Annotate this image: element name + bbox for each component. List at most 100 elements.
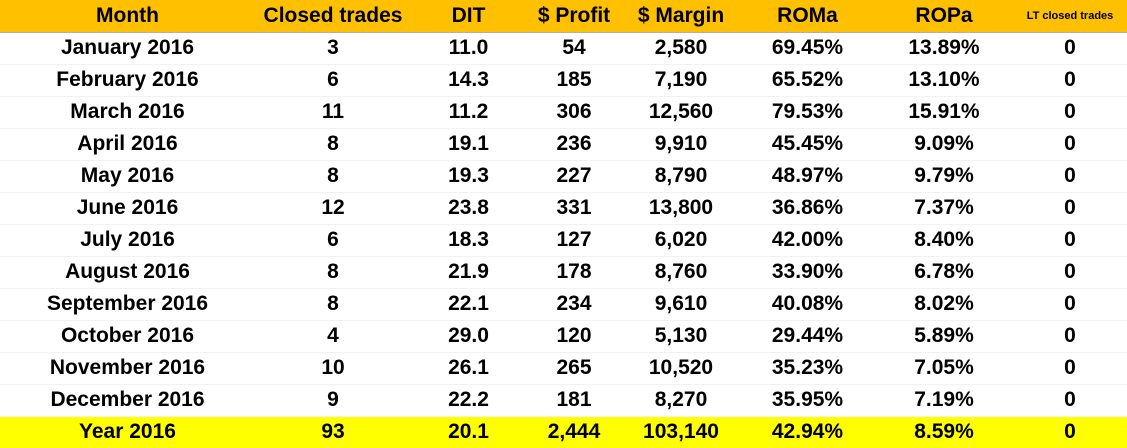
cell-closed-trades[interactable]: 6 [255, 224, 411, 257]
cell-month[interactable]: July 2016 [0, 224, 255, 257]
cell-profit[interactable]: 54 [526, 32, 622, 65]
cell-profit[interactable]: 120 [526, 320, 622, 353]
header-lt-closed-trades[interactable]: LT closed trades [1013, 0, 1127, 33]
cell-lt-closed-trades[interactable]: 0 [1013, 128, 1127, 161]
cell-ropa[interactable]: 8.40% [875, 224, 1013, 257]
cell-lt-closed-trades[interactable]: 0 [1013, 320, 1127, 353]
header-profit[interactable]: $ Profit [526, 0, 622, 33]
cell-dit[interactable]: 19.1 [411, 128, 526, 161]
cell-margin[interactable]: 8,790 [622, 160, 740, 193]
cell-margin[interactable]: 5,130 [622, 320, 740, 353]
cell-month[interactable]: March 2016 [0, 96, 255, 129]
cell-roma[interactable]: 40.08% [740, 288, 875, 321]
cell-month[interactable]: June 2016 [0, 192, 255, 225]
cell-dit[interactable]: 19.3 [411, 160, 526, 193]
cell-roma[interactable]: 36.86% [740, 192, 875, 225]
cell-dit[interactable]: 21.9 [411, 256, 526, 289]
cell-dit[interactable]: 29.0 [411, 320, 526, 353]
cell-closed-trades[interactable]: 10 [255, 352, 411, 385]
cell-closed-trades[interactable]: 4 [255, 320, 411, 353]
cell-margin[interactable]: 6,020 [622, 224, 740, 257]
cell-margin[interactable]: 8,270 [622, 384, 740, 417]
cell-profit[interactable]: 127 [526, 224, 622, 257]
cell-lt-closed-trades[interactable]: 0 [1013, 160, 1127, 193]
header-dit[interactable]: DIT [411, 0, 526, 33]
cell-profit[interactable]: 234 [526, 288, 622, 321]
cell-dit[interactable]: 18.3 [411, 224, 526, 257]
total-cell-ropa[interactable]: 8.59% [875, 415, 1013, 448]
cell-dit[interactable]: 22.2 [411, 384, 526, 417]
cell-dit[interactable]: 14.3 [411, 64, 526, 97]
cell-dit[interactable]: 26.1 [411, 352, 526, 385]
cell-ropa[interactable]: 7.19% [875, 384, 1013, 417]
cell-month[interactable]: April 2016 [0, 128, 255, 161]
cell-dit[interactable]: 11.0 [411, 32, 526, 65]
cell-closed-trades[interactable]: 6 [255, 64, 411, 97]
cell-month[interactable]: January 2016 [0, 32, 255, 65]
cell-lt-closed-trades[interactable]: 0 [1013, 64, 1127, 97]
cell-lt-closed-trades[interactable]: 0 [1013, 224, 1127, 257]
cell-closed-trades[interactable]: 8 [255, 256, 411, 289]
cell-ropa[interactable]: 6.78% [875, 256, 1013, 289]
cell-profit[interactable]: 236 [526, 128, 622, 161]
header-closed-trades[interactable]: Closed trades [255, 0, 411, 33]
cell-ropa[interactable]: 9.79% [875, 160, 1013, 193]
cell-closed-trades[interactable]: 11 [255, 96, 411, 129]
total-cell-roma[interactable]: 42.94% [740, 415, 875, 448]
cell-profit[interactable]: 178 [526, 256, 622, 289]
cell-lt-closed-trades[interactable]: 0 [1013, 192, 1127, 225]
cell-lt-closed-trades[interactable]: 0 [1013, 256, 1127, 289]
cell-margin[interactable]: 7,190 [622, 64, 740, 97]
cell-margin[interactable]: 9,610 [622, 288, 740, 321]
cell-lt-closed-trades[interactable]: 0 [1013, 288, 1127, 321]
cell-roma[interactable]: 69.45% [740, 32, 875, 65]
cell-ropa[interactable]: 7.37% [875, 192, 1013, 225]
cell-roma[interactable]: 65.52% [740, 64, 875, 97]
header-roma[interactable]: ROMa [740, 0, 875, 33]
cell-roma[interactable]: 29.44% [740, 320, 875, 353]
cell-lt-closed-trades[interactable]: 0 [1013, 352, 1127, 385]
cell-closed-trades[interactable]: 12 [255, 192, 411, 225]
cell-margin[interactable]: 13,800 [622, 192, 740, 225]
cell-roma[interactable]: 45.45% [740, 128, 875, 161]
cell-lt-closed-trades[interactable]: 0 [1013, 384, 1127, 417]
cell-closed-trades[interactable]: 8 [255, 128, 411, 161]
cell-month[interactable]: October 2016 [0, 320, 255, 353]
cell-closed-trades[interactable]: 9 [255, 384, 411, 417]
cell-dit[interactable]: 23.8 [411, 192, 526, 225]
cell-margin[interactable]: 2,580 [622, 32, 740, 65]
cell-margin[interactable]: 10,520 [622, 352, 740, 385]
cell-ropa[interactable]: 15.91% [875, 96, 1013, 129]
cell-profit[interactable]: 185 [526, 64, 622, 97]
cell-lt-closed-trades[interactable]: 0 [1013, 32, 1127, 65]
cell-profit[interactable]: 227 [526, 160, 622, 193]
header-month[interactable]: Month [0, 0, 255, 33]
cell-month[interactable]: May 2016 [0, 160, 255, 193]
header-margin[interactable]: $ Margin [622, 0, 740, 33]
cell-month[interactable]: August 2016 [0, 256, 255, 289]
total-cell-dit[interactable]: 20.1 [411, 415, 526, 448]
cell-month[interactable]: November 2016 [0, 352, 255, 385]
header-ropa[interactable]: ROPa [875, 0, 1013, 33]
cell-month[interactable]: February 2016 [0, 64, 255, 97]
cell-profit[interactable]: 331 [526, 192, 622, 225]
cell-dit[interactable]: 22.1 [411, 288, 526, 321]
total-cell-profit[interactable]: 2,444 [526, 415, 622, 448]
cell-profit[interactable]: 181 [526, 384, 622, 417]
cell-roma[interactable]: 33.90% [740, 256, 875, 289]
cell-roma[interactable]: 48.97% [740, 160, 875, 193]
cell-ropa[interactable]: 9.09% [875, 128, 1013, 161]
cell-month[interactable]: September 2016 [0, 288, 255, 321]
total-cell-month[interactable]: Year 2016 [0, 415, 255, 448]
cell-roma[interactable]: 35.95% [740, 384, 875, 417]
cell-closed-trades[interactable]: 3 [255, 32, 411, 65]
cell-ropa[interactable]: 5.89% [875, 320, 1013, 353]
cell-margin[interactable]: 12,560 [622, 96, 740, 129]
cell-profit[interactable]: 306 [526, 96, 622, 129]
cell-closed-trades[interactable]: 8 [255, 160, 411, 193]
cell-ropa[interactable]: 7.05% [875, 352, 1013, 385]
cell-margin[interactable]: 9,910 [622, 128, 740, 161]
cell-margin[interactable]: 8,760 [622, 256, 740, 289]
total-cell-lt-closed-trades[interactable]: 0 [1013, 415, 1127, 448]
cell-closed-trades[interactable]: 8 [255, 288, 411, 321]
